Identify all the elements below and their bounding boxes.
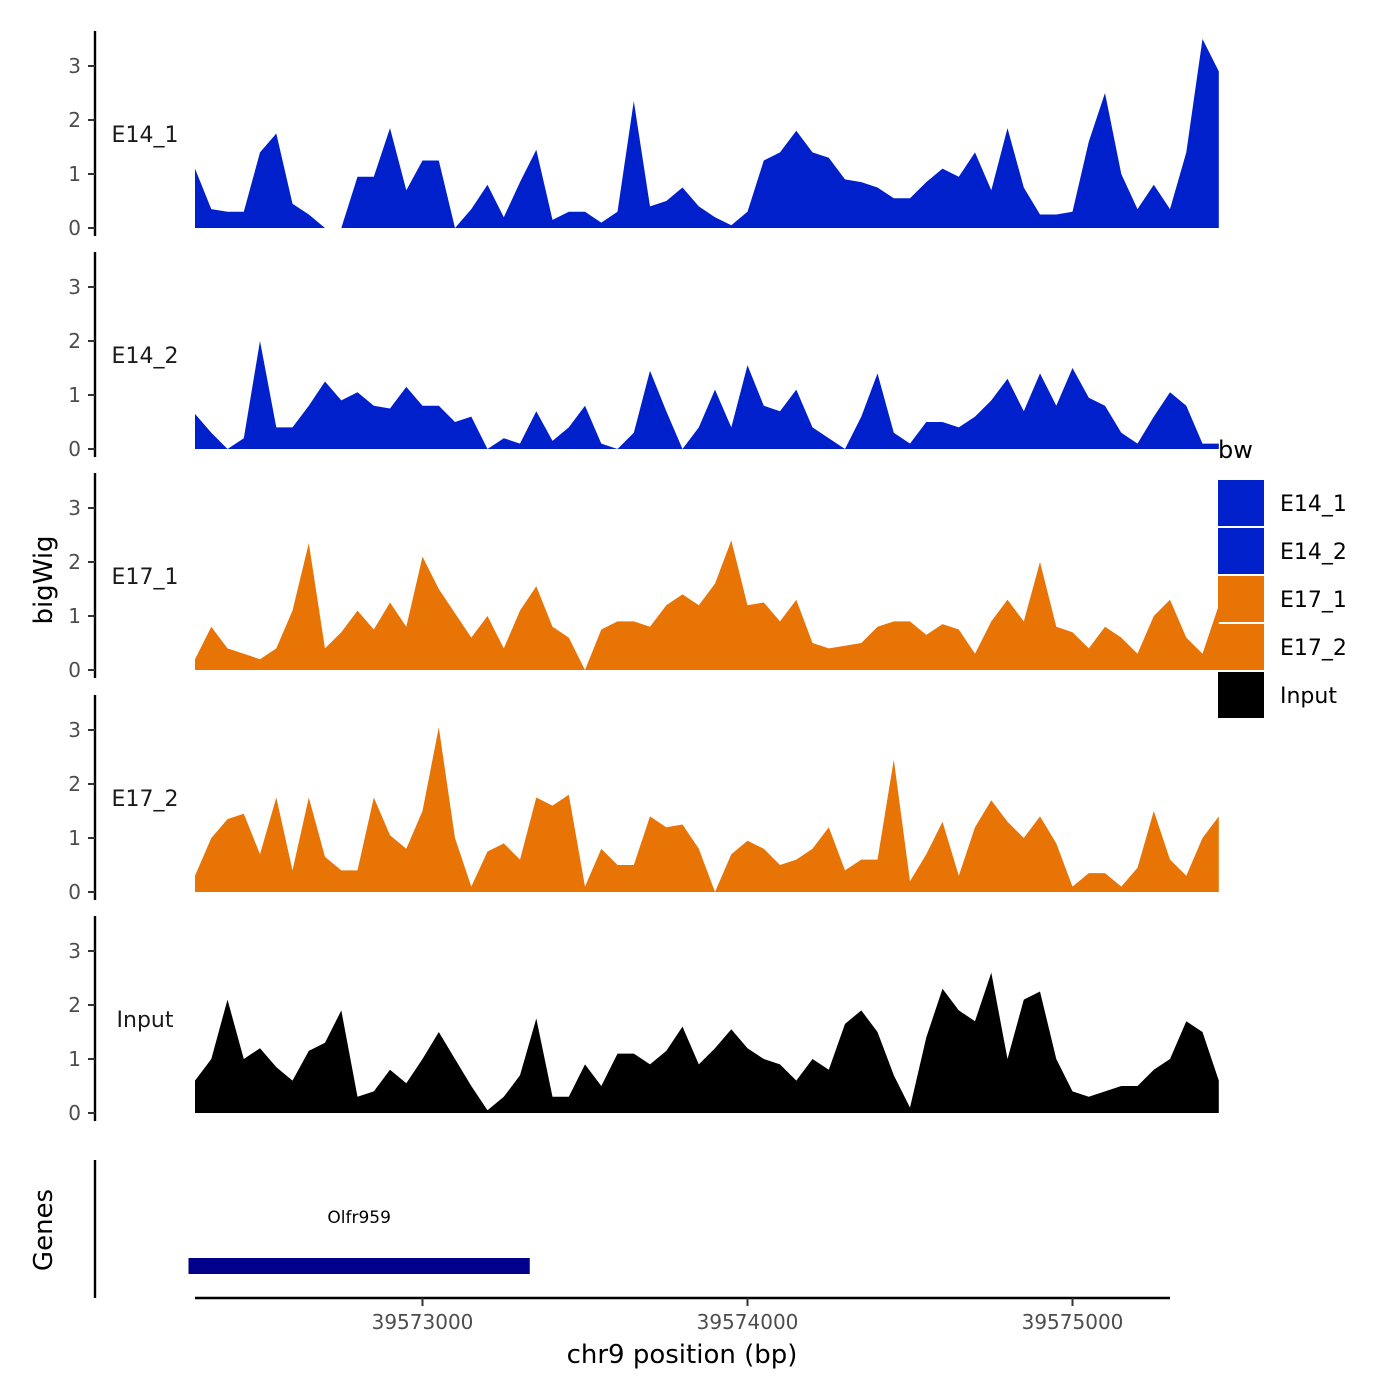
signal-area-e17-1 [195,540,1219,670]
gene-bar [188,1258,530,1274]
y-tick-label: 1 [68,1047,81,1071]
legend-key-e14-1 [1218,480,1264,526]
y-tick-label: 0 [68,1101,81,1125]
track-input: 0 1 2 3 Input [68,916,1219,1125]
legend-label-input: Input [1280,684,1337,709]
y-tick-label: 1 [68,826,81,850]
y-tick-label: 0 [68,216,81,240]
signal-area-e14-1 [195,39,1219,228]
legend-key-input [1218,672,1264,718]
track-e14-2: 0 1 2 3 E14_2 [68,252,1219,461]
legend-label-e14-1: E14_1 [1280,492,1347,517]
track-e17-2: 0 1 2 3 E17_2 [68,695,1219,904]
genes-panel: Olfr959 [93,1160,530,1298]
legend-key-e14-2 [1218,528,1264,574]
y-tick-label: 3 [68,496,81,520]
track-e14-1: 0 1 2 3 E14_1 [68,31,1219,240]
x-tick-label: 39575000 [1022,1310,1124,1334]
legend-label-e14-2: E14_2 [1280,540,1347,565]
track-label-e17-1: E17_1 [112,565,179,590]
y-tick-label: 3 [68,54,81,78]
y-axis-title: bigWig [29,535,59,624]
y-tick-label: 0 [68,880,81,904]
gene-label: Olfr959 [327,1208,391,1228]
y-tick-label: 1 [68,383,81,407]
track-e17-1: 0 1 2 3 E17_1 [68,473,1219,682]
y-tick-label: 0 [68,437,81,461]
y-tick-label: 2 [68,993,81,1017]
x-tick-label: 39574000 [697,1310,799,1334]
y-tick-label: 1 [68,162,81,186]
tracks: 0 1 2 3 E14_1 0 1 2 3 E14_2 0 1 2 3 E17_1 0 1 2 3 E17_2 0 1 2 3… [68,31,1219,1125]
y-tick-label: 2 [68,772,81,796]
track-label-e14-2: E14_2 [112,344,179,369]
signal-area-input [195,972,1219,1113]
y-tick-label: 2 [68,108,81,132]
y-tick-label: 3 [68,939,81,963]
legend-key-e17-1 [1218,576,1264,622]
y-tick-label: 3 [68,275,81,299]
genes-axis-title: Genes [29,1189,59,1271]
x-axis-title: chr9 position (bp) [567,1340,798,1370]
y-tick-label: 1 [68,604,81,628]
legend-label-e17-1: E17_1 [1280,588,1347,613]
legend-label-e17-2: E17_2 [1280,636,1347,661]
y-tick-label: 3 [68,718,81,742]
track-label-e14-1: E14_1 [112,123,179,148]
signal-area-e17-2 [195,727,1219,892]
y-tick-label: 0 [68,658,81,682]
x-axis: 39573000 39574000 39575000 [195,1296,1170,1334]
signal-area-e14-2 [195,341,1219,449]
track-label-e17-2: E17_2 [112,787,179,812]
legend: bw E14_1 E14_2 E17_1 E17_2 Input [1218,436,1347,718]
track-label-input: Input [117,1008,174,1033]
legend-title: bw [1218,436,1253,464]
legend-key-e17-2 [1218,624,1264,670]
y-tick-label: 2 [68,329,81,353]
x-tick-label: 39573000 [372,1310,474,1334]
y-tick-label: 2 [68,550,81,574]
